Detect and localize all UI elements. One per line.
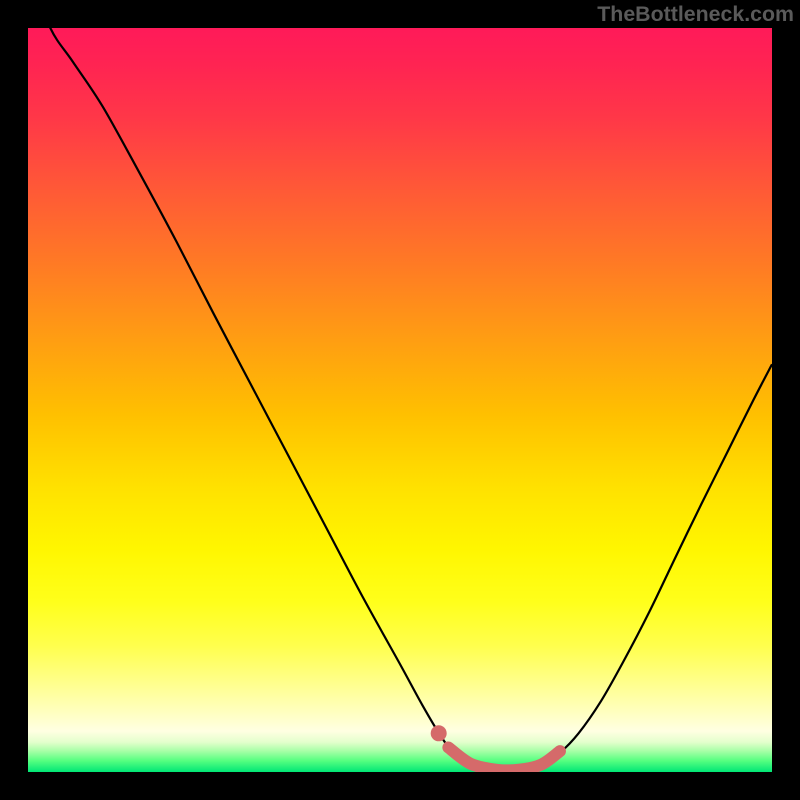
bottleneck-plot	[28, 28, 772, 772]
chart-root: TheBottleneck.com	[0, 0, 800, 800]
plot-background	[28, 28, 772, 772]
sweet-spot-start-dot	[431, 725, 447, 741]
watermark-text: TheBottleneck.com	[597, 2, 794, 27]
